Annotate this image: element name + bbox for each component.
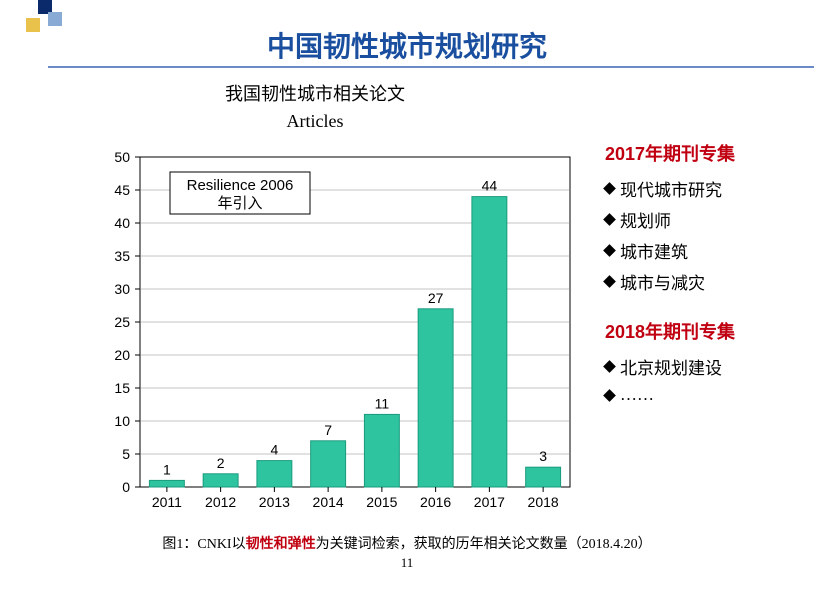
page-title: 中国韧性城市规划研究 bbox=[0, 0, 814, 65]
svg-text:2013: 2013 bbox=[259, 494, 290, 510]
chart-title-cn: 我国韧性城市相关论文 bbox=[40, 80, 590, 106]
sidebar-group-2017: 2017年期刊专集 现代城市研究规划师城市建筑城市与减灾 bbox=[605, 140, 804, 294]
sidebar-item: 现代城市研究 bbox=[605, 176, 804, 201]
svg-text:11: 11 bbox=[375, 395, 390, 411]
bar bbox=[526, 467, 561, 487]
sidebar-item: 城市与减灾 bbox=[605, 269, 804, 294]
svg-text:50: 50 bbox=[114, 149, 130, 165]
sidebar-item-label: 现代城市研究 bbox=[620, 176, 722, 201]
figure-caption: 图1：CNKI以韧性和弹性为关键词检索，获取的历年相关论文数量（2018.4.2… bbox=[0, 533, 814, 553]
sidebar-heading-2018: 2018年期刊专集 bbox=[605, 318, 804, 344]
svg-text:2018: 2018 bbox=[528, 494, 559, 510]
sidebar: 2017年期刊专集 现代城市研究规划师城市建筑城市与减灾 2018年期刊专集 北… bbox=[590, 80, 804, 527]
bar bbox=[203, 474, 238, 487]
svg-text:年引入: 年引入 bbox=[217, 195, 262, 212]
diamond-bullet-icon bbox=[603, 360, 616, 373]
diamond-bullet-icon bbox=[603, 182, 616, 195]
sidebar-item: 北京规划建设 bbox=[605, 354, 804, 379]
diamond-bullet-icon bbox=[603, 213, 616, 226]
svg-text:2: 2 bbox=[217, 455, 225, 471]
bar-chart: 0 5 10 15 20 25 30 35 40 45 50 1 2011 2 2012 4 2013 7 2014… bbox=[40, 137, 590, 527]
diamond-bullet-icon bbox=[603, 275, 616, 288]
deco-block-2 bbox=[48, 12, 62, 26]
svg-text:35: 35 bbox=[114, 248, 130, 264]
svg-text:15: 15 bbox=[114, 380, 130, 396]
svg-text:2015: 2015 bbox=[366, 494, 397, 510]
svg-text:Resilience 2006: Resilience 2006 bbox=[187, 177, 294, 194]
bar bbox=[149, 480, 184, 487]
svg-text:2012: 2012 bbox=[205, 494, 236, 510]
chart-title-en: Articles bbox=[40, 111, 590, 132]
svg-text:45: 45 bbox=[114, 182, 130, 198]
diamond-bullet-icon bbox=[603, 244, 616, 257]
svg-text:2017: 2017 bbox=[474, 494, 505, 510]
svg-text:27: 27 bbox=[428, 290, 444, 306]
svg-text:3: 3 bbox=[539, 448, 547, 464]
chart-area: 我国韧性城市相关论文 Articles 0 5 10 15 20 25 30 35 40 45 50… bbox=[40, 80, 590, 527]
deco-block-3 bbox=[26, 18, 40, 32]
page-number: 11 bbox=[0, 555, 814, 571]
svg-text:4: 4 bbox=[270, 442, 278, 458]
sidebar-item-label: 城市建筑 bbox=[620, 238, 688, 263]
bar bbox=[257, 461, 292, 487]
svg-text:2011: 2011 bbox=[152, 494, 182, 510]
sidebar-item-label: 规划师 bbox=[620, 207, 671, 232]
svg-text:20: 20 bbox=[114, 347, 130, 363]
diamond-bullet-icon bbox=[603, 389, 616, 402]
sidebar-item: 规划师 bbox=[605, 207, 804, 232]
sidebar-item-label: …… bbox=[620, 385, 654, 405]
svg-text:25: 25 bbox=[114, 314, 130, 330]
svg-text:44: 44 bbox=[482, 178, 498, 194]
bar bbox=[364, 414, 399, 487]
svg-text:2016: 2016 bbox=[420, 494, 451, 510]
svg-text:7: 7 bbox=[324, 422, 332, 438]
svg-text:30: 30 bbox=[114, 281, 130, 297]
sidebar-group-2018: 2018年期刊专集 北京规划建设 …… bbox=[605, 318, 804, 405]
sidebar-item: …… bbox=[605, 385, 804, 405]
svg-text:0: 0 bbox=[122, 479, 130, 495]
svg-text:40: 40 bbox=[114, 215, 130, 231]
svg-text:2014: 2014 bbox=[313, 494, 344, 510]
sidebar-item-label: 北京规划建设 bbox=[620, 354, 722, 379]
svg-text:5: 5 bbox=[122, 446, 130, 462]
svg-text:1: 1 bbox=[163, 461, 171, 477]
bar bbox=[418, 309, 453, 487]
header: 中国韧性城市规划研究 bbox=[0, 0, 814, 70]
bar bbox=[472, 197, 507, 487]
bar bbox=[311, 441, 346, 487]
svg-text:10: 10 bbox=[114, 413, 130, 429]
sidebar-heading-2017: 2017年期刊专集 bbox=[605, 140, 804, 166]
deco-block-1 bbox=[38, 0, 52, 14]
sidebar-item-label: 城市与减灾 bbox=[620, 269, 705, 294]
sidebar-item: 城市建筑 bbox=[605, 238, 804, 263]
